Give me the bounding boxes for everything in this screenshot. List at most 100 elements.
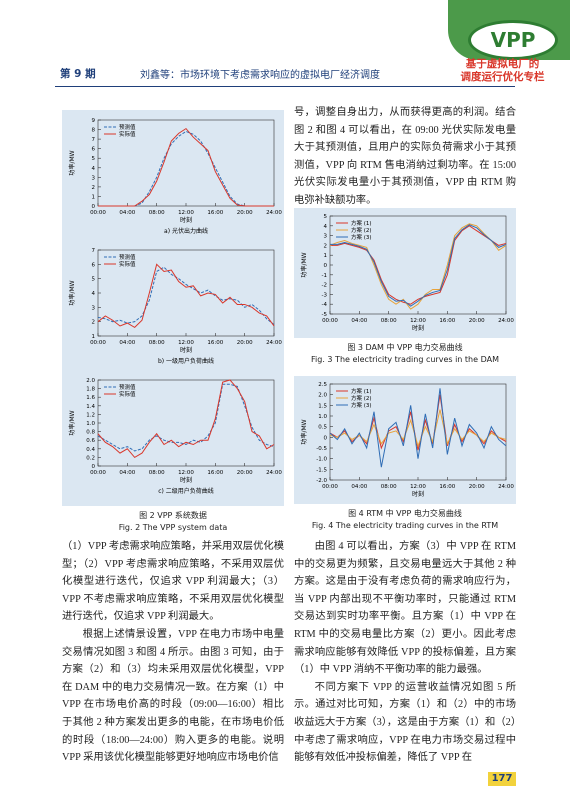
y-tick-label: 1.0 (318, 414, 327, 420)
column-label-line: 基于虚拟电厂的 (465, 58, 540, 70)
figure-panel: 0 1 2 3 4 5 6 7 8 9 00:00 04:00 08:00 12:00 16:00 20:00… (62, 110, 284, 506)
x-tick-label: 16:00 (439, 318, 455, 324)
caption: 图 2 VPP 系统数据 Fig. 2 The VPP system data (62, 510, 284, 534)
y-axis-label: 功率/MW (68, 410, 76, 435)
y-tick-label: 1.6 (86, 395, 95, 401)
y-axis-label: 功率/MW (68, 150, 76, 175)
x-tick-label: 12:00 (178, 340, 194, 346)
y-tick-label: 1.4 (86, 404, 95, 410)
right-text-top: 号，调整自身出力，从而获得更高的利润。结合图 2 和图 4 可以看出，在 09:… (294, 104, 516, 210)
x-tick-label: 20:00 (237, 210, 253, 216)
y-tick-label: 8 (92, 128, 96, 134)
x-tick-label: 00:00 (90, 340, 106, 346)
header-rule (55, 86, 515, 87)
caption-en: Fig. 3 The electricity trading curves in… (311, 355, 499, 364)
chart: 1 2 3 4 5 6 7 00:00 04:00 08:00 12:00 16:00 20:00 24:… (68, 248, 282, 365)
x-tick-label: 24:00 (266, 470, 282, 476)
x-tick-label: 12:00 (410, 318, 426, 324)
x-tick-label: 20:00 (469, 318, 485, 324)
page-number: 177 (488, 772, 516, 786)
series-line (97, 383, 275, 452)
x-tick-label: 04:00 (119, 470, 135, 476)
y-tick-label: 4 (324, 224, 328, 230)
y-axis-label: 功率/MW (300, 252, 308, 277)
x-tick-label: 24:00 (266, 340, 282, 346)
y-tick-label: 2.5 (318, 382, 327, 388)
running-title: 刘鑫等：市场环境下考虑需求响应的虚拟电厂经济调度 (140, 70, 380, 81)
legend-label: 预测值 (119, 123, 136, 131)
x-tick-label: 08:00 (149, 210, 165, 216)
chart: 0 0.2 0.4 0.6 0.8 1.0 1.2 1.4 1.6 1.8 2.0 00:00 04:0… (68, 378, 282, 495)
legend-label: 方案 (2) (351, 226, 372, 234)
x-tick-label: 00:00 (322, 484, 338, 490)
x-axis-label: 时刻 (180, 216, 192, 224)
x-tick-label: 20:00 (469, 484, 485, 490)
y-tick-label: 0 (92, 204, 96, 210)
y-tick-label: 4 (92, 291, 96, 297)
paragraph: 根据上述情景设置，VPP 在电力市场中电量交易情况如图 3 和图 4 所示。由图… (62, 628, 284, 764)
legend-label: 方案 (3) (351, 401, 372, 409)
paragraph: （1）VPP 考虑需求响应策略，并采用双层优化模型；（2）VPP 考虑需求响应策… (62, 541, 284, 623)
caption: 图 4 RTM 中 VPP 电力交易曲线 Fig. 4 The electric… (294, 508, 516, 532)
chart: 0 1 2 3 4 5 6 7 8 9 00:00 04:00 08:00 12:00 16:00 20:00… (68, 118, 282, 235)
x-tick-label: 00:00 (322, 318, 338, 324)
legend-label: 实际值 (119, 390, 136, 398)
y-tick-label: 0.5 (318, 425, 327, 431)
y-tick-label: -1 (322, 273, 327, 279)
chart: -5 -4 -3 -2 -1 0 1 2 3 4 5 00:00 04:00 08:00 12:00 16:0… (300, 214, 514, 332)
chart-subtitle: c) 二级用户负荷曲线 (158, 487, 214, 495)
y-tick-label: 3 (92, 175, 96, 181)
y-tick-label: 6 (92, 147, 96, 153)
series-line (329, 409, 507, 448)
issue: 第 9 期 (60, 68, 96, 80)
x-tick-label: 08:00 (381, 318, 397, 324)
x-tick-label: 12:00 (178, 210, 194, 216)
legend-label: 方案 (1) (351, 219, 372, 227)
y-tick-label: 1 (324, 253, 328, 259)
y-tick-label: -2 (322, 283, 327, 289)
right-text-bottom: 由图 4 可以看出，方案（3）中 VPP 在 RTM 中的交易更为频繁，且交易电… (294, 538, 516, 767)
y-tick-label: 2.0 (86, 378, 95, 384)
y-tick-label: 6 (92, 262, 96, 268)
legend-label: 方案 (3) (351, 233, 372, 241)
x-tick-label: 04:00 (351, 318, 367, 324)
caption-cn: 图 4 RTM 中 VPP 电力交易曲线 (348, 509, 462, 518)
x-tick-label: 04:00 (351, 484, 367, 490)
y-tick-label: 1.5 (318, 403, 327, 409)
y-tick-label: 4 (92, 166, 96, 172)
x-tick-label: 16:00 (207, 470, 223, 476)
y-tick-label: 3 (92, 305, 96, 311)
y-tick-label: -3 (322, 292, 328, 298)
caption: 图 3 DAM 中 VPP 电力交易曲线 Fig. 3 The electric… (294, 342, 516, 366)
legend-label: 预测值 (119, 253, 136, 261)
chart-subtitle: b) 一级用户负荷曲线 (158, 357, 214, 365)
x-axis-label: 时刻 (412, 490, 424, 498)
x-tick-label: 20:00 (237, 340, 253, 346)
x-tick-label: 16:00 (207, 340, 223, 346)
caption-cn: 图 3 DAM 中 VPP 电力交易曲线 (347, 343, 463, 352)
y-axis-label: 功率/MW (300, 419, 308, 444)
caption-en: Fig. 2 The VPP system data (118, 523, 228, 532)
paragraph: 号，调整自身出力，从而获得更高的利润。结合图 2 和图 4 可以看出，在 09:… (294, 107, 516, 206)
x-axis-label: 时刻 (412, 324, 424, 332)
logo: VPP (468, 20, 558, 60)
x-tick-label: 24:00 (266, 210, 282, 216)
y-tick-label: 1.0 (86, 421, 95, 427)
x-tick-label: 24:00 (498, 318, 514, 324)
caption-en: Fig. 4 The electricity trading curves in… (311, 521, 499, 530)
y-tick-label: 5 (324, 214, 328, 220)
y-tick-label: 0.4 (86, 447, 95, 453)
x-tick-label: 20:00 (237, 470, 253, 476)
figure-panel: -5 -4 -3 -2 -1 0 1 2 3 4 5 00:00 04:00 08:00 12:00 16:0… (294, 208, 516, 338)
y-tick-label: 2.0 (318, 393, 327, 399)
y-tick-label: 2 (324, 243, 328, 249)
column-label-line: 调度运行优化专栏 (460, 71, 545, 83)
y-tick-label: 0.8 (86, 430, 95, 436)
y-tick-label: 1 (92, 334, 96, 340)
y-tick-label: 0.6 (86, 438, 95, 444)
x-tick-label: 04:00 (119, 340, 135, 346)
y-tick-label: 0.2 (86, 455, 95, 461)
x-tick-label: 16:00 (207, 210, 223, 216)
y-tick-label: -4 (322, 302, 328, 308)
